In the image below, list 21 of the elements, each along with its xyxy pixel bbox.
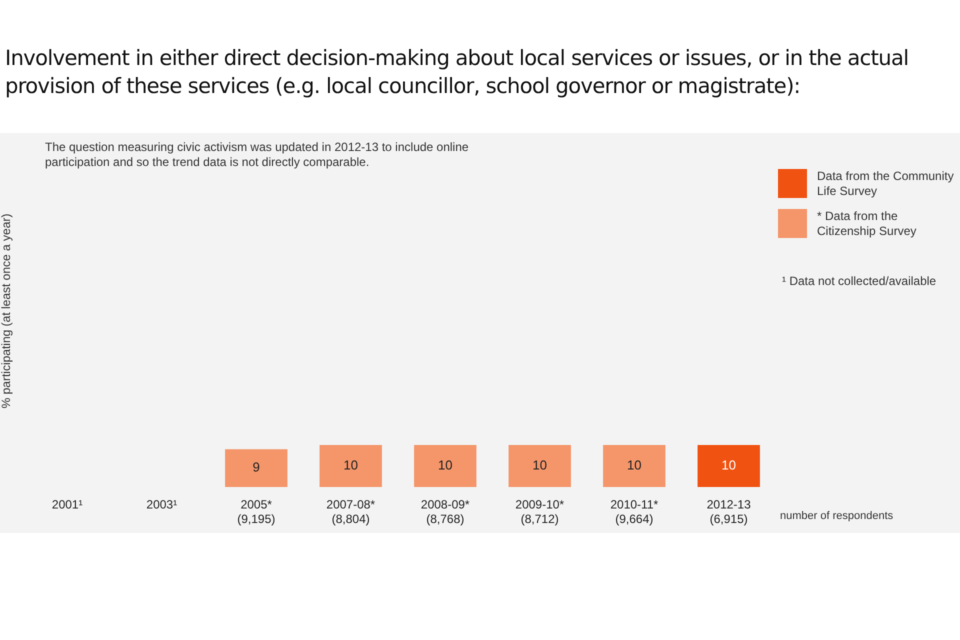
x-tick-label: 2005* (9,195) [237,498,276,526]
x-tick-label: 2008-09* (8,768) [420,498,470,526]
x-tick-label: 2007-08* (8,804) [326,498,376,526]
data-label: 10 [627,458,642,473]
text: * Data from the Citizenship Survey [817,209,918,239]
data-label: 10 [344,458,358,473]
text: ¹ Data not collected/available [782,274,936,288]
text: The question measuring civic activism was updated in 2012-13 to include online participation and so the trend data is not directly comparable. [45,140,470,170]
data-label: 10 [438,458,452,473]
text: number of respondents [780,510,894,522]
x-tick-label: 2003¹ [146,498,178,512]
x-tick-label: 2012-13 (6,915) [706,498,752,526]
data-label: 10 [722,458,736,473]
x-tick-label: 2001¹ [52,498,83,512]
text: Data from the Community Life Survey [817,169,955,199]
chart-title: Involvement in either direct decision-making about local services or issues, or in the actual provision of these services (e.g. local councillor, school governor or magistrate): [5,45,910,100]
x-tick-label: 2009-10* (8,712) [515,498,564,526]
x-tick-label: 2010-11* (9,664) [610,498,658,526]
y-axis-title: % participating (at least once a year) [0,214,13,408]
data-label: 10 [532,458,547,473]
data-label: 9 [252,460,260,475]
